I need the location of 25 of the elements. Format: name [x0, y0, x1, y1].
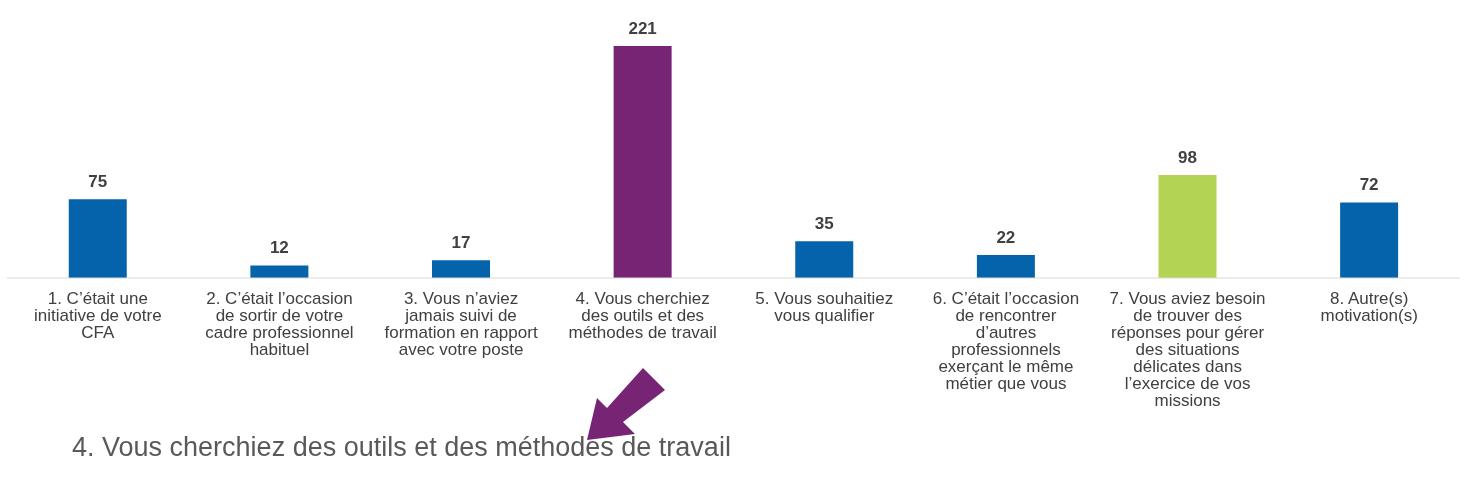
- data-label: 75: [88, 172, 108, 192]
- bar: [432, 260, 490, 278]
- bar: [795, 241, 854, 278]
- data-label: 221: [628, 19, 657, 38]
- data-label: 17: [451, 233, 471, 253]
- bar: [250, 265, 309, 278]
- x-tick-label: 8. Autre(s) motivation(s): [1320, 289, 1418, 326]
- x-tick-label: 5. Vous souhaitiez vous qualifier: [755, 289, 894, 326]
- x-tick-label: 6. C’était l’occasion de rencontrer d’autres professionnels exerçant le même métier que vous: [932, 289, 1080, 394]
- data-label: 98: [1178, 148, 1197, 168]
- x-tick-label: 4. Vous cherchiez des outils et des méthodes de travail: [568, 289, 717, 343]
- bar: [68, 199, 127, 278]
- bar: [976, 254, 1035, 278]
- bar: [613, 46, 672, 278]
- data-label: 22: [996, 227, 1016, 247]
- x-tick-label: 7. Vous aviez besoin de trouver des réponses pour gérer des situations délicates dans l’exercice de vos missions: [1109, 289, 1266, 411]
- x-tick-label: 1. C’était une initiative de votre CFA: [34, 289, 162, 343]
- bar: [1340, 202, 1399, 278]
- data-label: 35: [814, 214, 834, 234]
- data-label: 12: [269, 238, 289, 258]
- bar: [1158, 175, 1217, 278]
- x-tick-label: 3. Vous n’aviez jamais suivi de formation en rapport avec votre poste: [384, 289, 538, 360]
- x-tick-label: 2. C’était l’occasion de sortir de votre cadre professionnel habituel: [205, 289, 354, 360]
- data-label: 72: [1359, 175, 1379, 195]
- text: 4. Vous cherchiez des outils et des méthodes de travail: [72, 432, 731, 463]
